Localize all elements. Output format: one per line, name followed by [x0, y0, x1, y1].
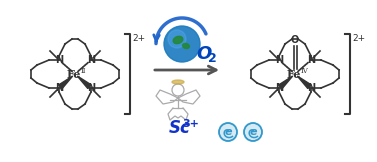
- Text: II: II: [81, 67, 86, 75]
- Text: Fe: Fe: [67, 69, 81, 80]
- Text: 2: 2: [208, 52, 216, 65]
- Text: IV: IV: [301, 67, 309, 75]
- Circle shape: [168, 30, 186, 48]
- Polygon shape: [297, 76, 311, 89]
- Text: 2+: 2+: [352, 34, 365, 43]
- Text: O: O: [196, 45, 211, 63]
- Text: N: N: [307, 55, 315, 65]
- Text: Sc: Sc: [169, 119, 191, 137]
- Text: N: N: [275, 83, 283, 93]
- Circle shape: [219, 123, 237, 141]
- Text: 2+: 2+: [132, 34, 145, 43]
- Text: e: e: [224, 127, 232, 137]
- Ellipse shape: [172, 80, 184, 84]
- Text: N: N: [307, 83, 315, 93]
- Text: N: N: [55, 55, 63, 65]
- Polygon shape: [77, 76, 91, 89]
- Text: O: O: [291, 35, 299, 45]
- Polygon shape: [59, 76, 73, 89]
- Text: Fe: Fe: [287, 69, 301, 80]
- Text: e: e: [249, 127, 257, 137]
- Ellipse shape: [173, 36, 183, 44]
- Circle shape: [244, 123, 262, 141]
- Text: N: N: [275, 55, 283, 65]
- Text: N: N: [55, 83, 63, 93]
- Circle shape: [164, 26, 200, 62]
- Polygon shape: [279, 76, 293, 89]
- Ellipse shape: [182, 43, 189, 49]
- Text: N: N: [87, 55, 95, 65]
- Text: 3+: 3+: [182, 119, 199, 129]
- Text: N: N: [87, 83, 95, 93]
